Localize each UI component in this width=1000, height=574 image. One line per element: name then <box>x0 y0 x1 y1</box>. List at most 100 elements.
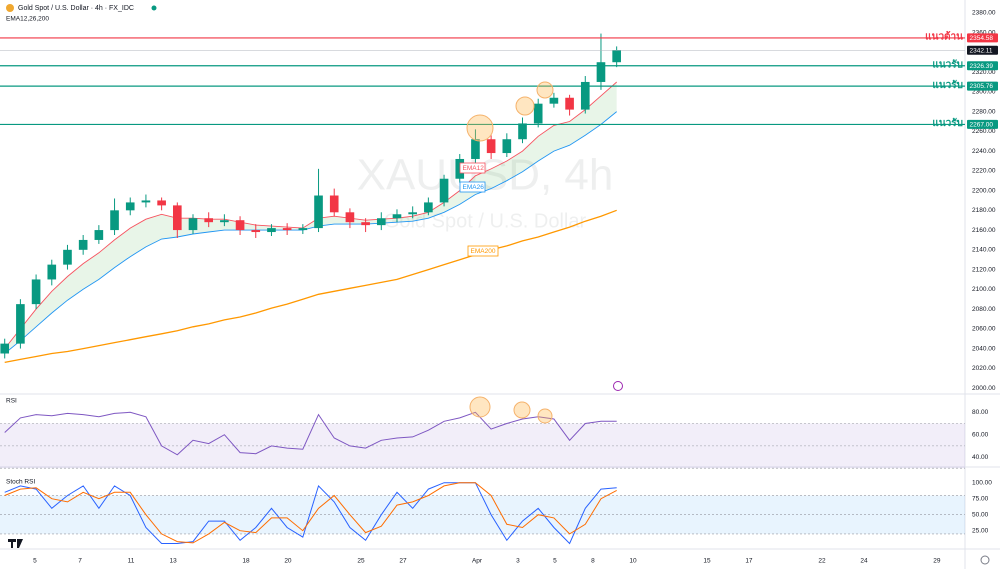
x-tick-label: 25 <box>357 558 365 565</box>
candle-body <box>298 228 308 231</box>
y-tick-label: 2320.00 <box>972 69 996 76</box>
y-tick-label: 2080.00 <box>972 306 996 313</box>
x-tick-label: 10 <box>629 558 637 565</box>
candle-body <box>47 264 57 280</box>
indicator-line <box>4 482 617 544</box>
y-tick-label: 2200.00 <box>972 187 996 194</box>
price-badge <box>967 61 998 71</box>
ema-line <box>4 111 617 354</box>
candle-body <box>267 228 276 233</box>
candle-body <box>392 214 402 219</box>
y-tick-label: 2000.00 <box>972 385 996 392</box>
candle-body <box>580 81 590 110</box>
y-tick-label: 40.00 <box>972 454 989 461</box>
y-tick-label: 2180.00 <box>972 207 996 214</box>
candle-body <box>16 304 25 344</box>
logo <box>8 539 23 548</box>
chart-title: Gold Spot / U.S. Dollar · 4h · FX_IDC <box>18 5 134 12</box>
candle-body <box>471 139 480 159</box>
y-tick-label: 2280.00 <box>972 108 996 115</box>
candle-body <box>141 200 151 203</box>
candle-body <box>596 62 606 82</box>
y-tick-label: 2040.00 <box>972 345 996 352</box>
level-name: แนวรับ <box>932 79 963 91</box>
candle-body <box>518 123 527 140</box>
price-badge <box>967 119 998 129</box>
y-tick-label: 2300.00 <box>972 89 996 96</box>
candle-body <box>408 212 417 215</box>
price-axis-bg <box>966 395 1000 466</box>
x-tick-label: 29 <box>933 558 941 565</box>
y-tick-label: 2220.00 <box>972 168 996 175</box>
y-tick-label: 2140.00 <box>972 247 996 254</box>
candle-body <box>565 97 574 110</box>
x-tick-label: 20 <box>284 558 292 565</box>
price-badge-label: 2354.58 <box>970 35 994 42</box>
y-tick-label: 2360.00 <box>972 29 996 36</box>
settings-icon[interactable] <box>980 555 990 565</box>
indicator-line <box>4 411 617 456</box>
x-tick-label: 8 <box>591 558 595 565</box>
y-tick-label: 2100.00 <box>972 286 996 293</box>
candle-body <box>424 202 433 213</box>
y-tick-label: 75.00 <box>972 495 989 502</box>
candle-body <box>172 205 182 231</box>
price-axis-bg <box>966 468 1000 548</box>
candle-body <box>329 195 339 213</box>
candle-body <box>533 103 543 124</box>
x-tick-label: 22 <box>818 558 826 565</box>
y-tick-label: 50.00 <box>972 511 989 518</box>
x-tick-label: 7 <box>78 558 82 565</box>
y-tick-label: 80.00 <box>972 409 989 416</box>
candle-body <box>204 218 214 223</box>
candle-body <box>376 218 386 226</box>
x-tick-label: 17 <box>745 558 753 565</box>
candle-body <box>78 239 88 250</box>
price-badge <box>967 45 998 55</box>
y-tick-label: 2020.00 <box>972 365 996 372</box>
price-badge <box>967 33 998 43</box>
x-tick-label: 3 <box>516 558 520 565</box>
legend-tag <box>459 181 486 193</box>
candle-body <box>0 343 10 354</box>
rsi-title: RSI <box>6 398 17 405</box>
candle-body <box>612 50 621 63</box>
candle-body <box>94 230 104 240</box>
x-tick-label: 15 <box>703 558 711 565</box>
x-tick-label: 18 <box>242 558 250 565</box>
y-tick-label: 2260.00 <box>972 128 996 135</box>
highlight-circle <box>515 96 535 116</box>
ema-line <box>4 209 617 364</box>
legend-label: EMA12 <box>463 165 485 172</box>
highlight-circle <box>537 408 553 424</box>
price-badge-label: 2267.00 <box>970 121 994 128</box>
y-tick-label: 2120.00 <box>972 266 996 273</box>
candle-body <box>125 202 135 211</box>
candle-body <box>188 218 198 231</box>
ema-line <box>4 81 617 349</box>
level-name: แนวรับ <box>932 117 963 129</box>
status-dot <box>151 5 157 11</box>
candle-body <box>486 139 496 154</box>
price-badge <box>967 81 998 91</box>
highlight-circle <box>513 401 531 419</box>
legend-tag <box>459 162 486 174</box>
candle-body <box>110 210 119 231</box>
x-tick-label: 24 <box>860 558 868 565</box>
x-tick-label: Apr <box>472 558 483 565</box>
legend-tag <box>467 245 499 257</box>
highlight-circle <box>466 114 494 142</box>
indicator-label: EMA12,26,200 <box>6 16 49 23</box>
candle-body <box>235 220 245 231</box>
price-badge-label: 2305.76 <box>970 83 994 90</box>
y-tick-label: 100.00 <box>972 479 992 486</box>
indicator-line <box>4 482 617 545</box>
symbol-icon <box>6 4 14 12</box>
highlights <box>466 81 554 424</box>
candle-body <box>345 212 355 223</box>
candle-body <box>314 195 323 229</box>
level-name: แนวต้าน <box>925 31 963 43</box>
event-icon[interactable] <box>613 381 623 391</box>
